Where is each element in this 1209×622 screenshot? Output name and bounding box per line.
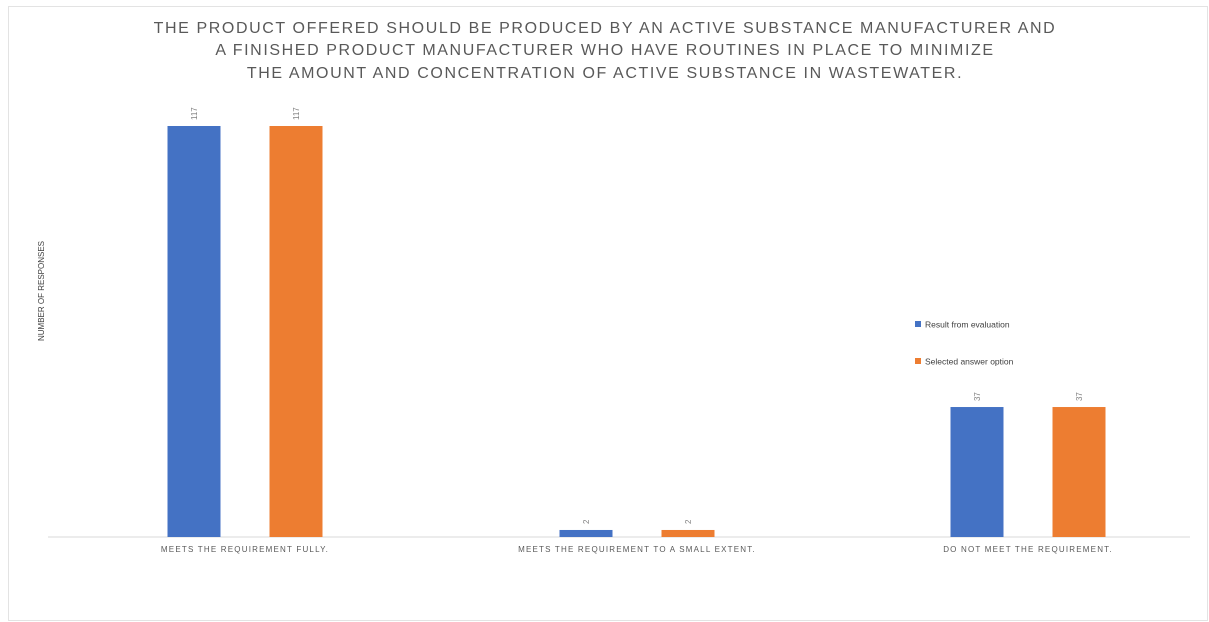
bar-selected-answer-option-3 xyxy=(1052,407,1106,537)
data-label-result-from-evaluation-2: 2 xyxy=(582,519,591,524)
chart-title-line-1: THE PRODUCT OFFERED SHOULD BE PRODUCED B… xyxy=(154,20,1057,37)
bar-selected-answer-option-2 xyxy=(661,529,715,537)
data-label-selected-answer-option-2: 2 xyxy=(684,519,693,524)
chart-title-line-3: THE AMOUNT AND CONCENTRATION OF ACTIVE S… xyxy=(247,65,963,82)
bar-result-from-evaluation-2 xyxy=(559,529,613,537)
chart-title: THE PRODUCT OFFERED SHOULD BE PRODUCED B… xyxy=(154,20,1057,82)
bar-result-from-evaluation-3 xyxy=(950,407,1004,537)
category-labels-group: MEETS THE REQUIREMENT FULLY. MEETS THE RE… xyxy=(161,545,1113,554)
legend-label-selected-answer-option: Selected answer option xyxy=(925,357,1014,367)
bars-group xyxy=(167,126,1106,537)
bar-result-from-evaluation-1 xyxy=(167,126,221,537)
data-label-selected-answer-option-1: 117 xyxy=(292,107,301,120)
data-label-selected-answer-option-3: 37 xyxy=(1075,392,1084,401)
category-label-1: MEETS THE REQUIREMENT FULLY. xyxy=(161,545,329,554)
data-label-result-from-evaluation-3: 37 xyxy=(973,392,982,401)
category-label-3: DO NOT MEET THE REQUIREMENT. xyxy=(943,545,1113,554)
legend-swatch-result-from-evaluation xyxy=(915,321,921,327)
legend-label-result-from-evaluation: Result from evaluation xyxy=(925,320,1010,330)
chart-title-line-2: A FINISHED PRODUCT MANUFACTURER WHO HAVE… xyxy=(215,42,994,59)
y-axis-label: NUMBER OF RESPONSES xyxy=(37,241,46,341)
bar-selected-answer-option-1 xyxy=(269,126,323,537)
data-labels-group: 117 2 37 117 2 37 xyxy=(190,107,1084,524)
category-label-2: MEETS THE REQUIREMENT TO A SMALL EXTENT. xyxy=(518,545,756,554)
legend: Result from evaluation Selected answer o… xyxy=(915,320,1014,367)
legend-swatch-selected-answer-option xyxy=(915,358,921,364)
data-label-result-from-evaluation-1: 117 xyxy=(190,107,199,120)
